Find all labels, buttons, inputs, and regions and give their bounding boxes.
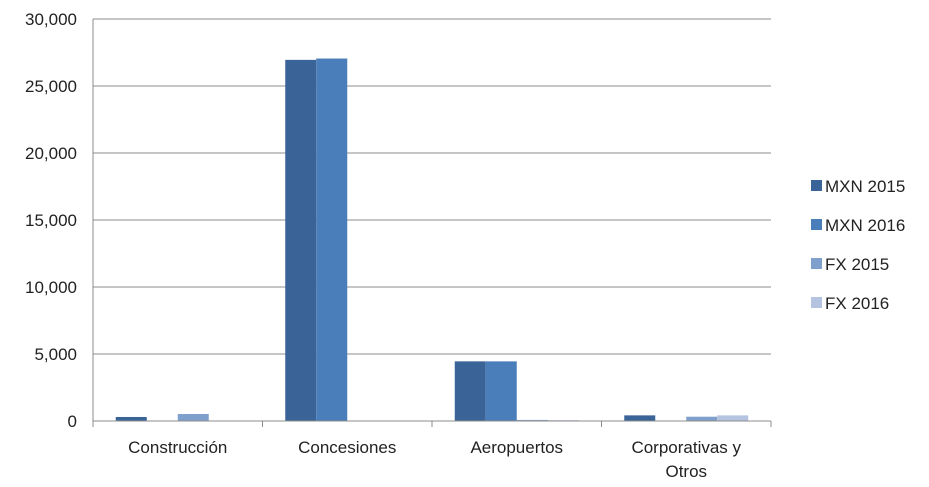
grid-lines — [93, 18, 771, 422]
x-tick-label-line: Concesiones — [298, 438, 396, 457]
y-tick-label: 30,000 — [25, 10, 77, 29]
y-tick-label: 0 — [68, 412, 77, 431]
bar — [285, 59, 317, 422]
bar — [516, 419, 548, 421]
legend-label: FX 2015 — [825, 255, 889, 274]
bar — [115, 416, 147, 421]
legend-label: MXN 2016 — [825, 216, 905, 235]
x-tick-label: Construcción — [128, 438, 227, 457]
legend-swatch — [811, 297, 822, 308]
y-tick-label: 5,000 — [34, 345, 77, 364]
x-tick-label: Corporativas y Otros — [631, 438, 741, 481]
y-tick-label: 10,000 — [25, 278, 77, 297]
legend-label: FX 2016 — [825, 294, 889, 313]
bar — [316, 58, 348, 421]
y-tick-label: 25,000 — [25, 77, 77, 96]
legend-swatch — [811, 180, 822, 191]
bar — [177, 414, 209, 421]
x-tick-label-line: Construcción — [128, 438, 227, 457]
legend-swatch — [811, 258, 822, 269]
bar — [485, 361, 517, 421]
bar — [686, 416, 718, 421]
bar — [624, 415, 656, 421]
y-tick-label: 15,000 — [25, 211, 77, 230]
legend-swatch — [811, 219, 822, 230]
axes: 0 5,000 10,000 15,000 20,000 25,000 30,000 Cons… — [25, 10, 772, 481]
x-tick-label-line: Otros — [665, 462, 707, 481]
x-tick-label: Concesiones — [298, 438, 396, 457]
legend: MXN 2015 MXN 2016 FX 2015 FX 2016 — [811, 177, 905, 313]
legend-label: MXN 2015 — [825, 177, 905, 196]
bar — [717, 415, 749, 421]
bars — [115, 58, 749, 422]
x-tick-label: Aeropuertos — [470, 438, 563, 457]
x-tick-label-line: Corporativas y — [631, 438, 741, 457]
y-tick-label: 20,000 — [25, 144, 77, 163]
bar — [454, 361, 486, 421]
x-tick-label-line: Aeropuertos — [470, 438, 563, 457]
